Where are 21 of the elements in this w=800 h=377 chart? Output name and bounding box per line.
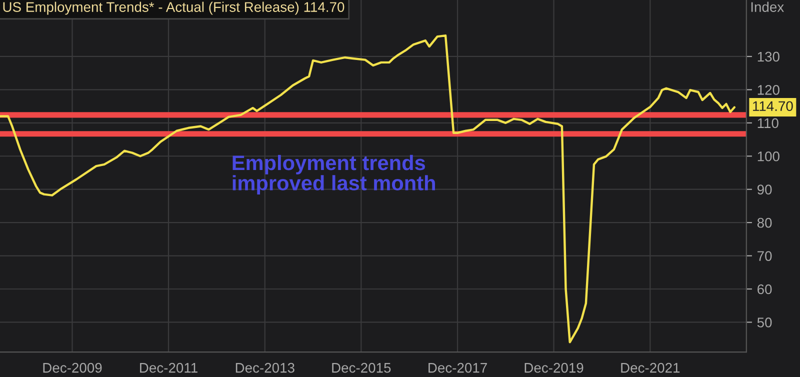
- y-tick-label: 110: [758, 118, 778, 128]
- y-tick-label: 60: [758, 284, 772, 294]
- y-tick-label: 100: [758, 151, 780, 162]
- x-tick-label: Dec-2013: [236, 362, 294, 373]
- y-tick-label: 90: [757, 184, 772, 195]
- y-tick-label: 80: [757, 218, 772, 228]
- y-tick-label: 50: [757, 318, 772, 328]
- y-axis-title: Index: [751, 2, 784, 12]
- y-tick-label: 70: [758, 251, 772, 261]
- chart-title: US Employment Trends* - Actual (First Release) 114.70: [3, 2, 344, 15]
- annotation: Employment trends improved last month: [232, 154, 435, 195]
- x-tick-label: Dec-2021: [621, 362, 680, 373]
- y-tick-label: 130: [758, 52, 780, 62]
- x-tick-label: Dec-2019: [524, 362, 584, 373]
- x-tick-label: Dec-2011: [140, 362, 198, 373]
- x-tick-label: Dec-2009: [43, 362, 102, 373]
- x-tick-label: Dec-2015: [332, 362, 391, 373]
- line-series: [0, 34, 736, 344]
- y-tick-label: 120: [758, 85, 780, 95]
- x-tick-label: Dec-2017: [428, 362, 487, 373]
- data-label: 114.70: [753, 101, 793, 112]
